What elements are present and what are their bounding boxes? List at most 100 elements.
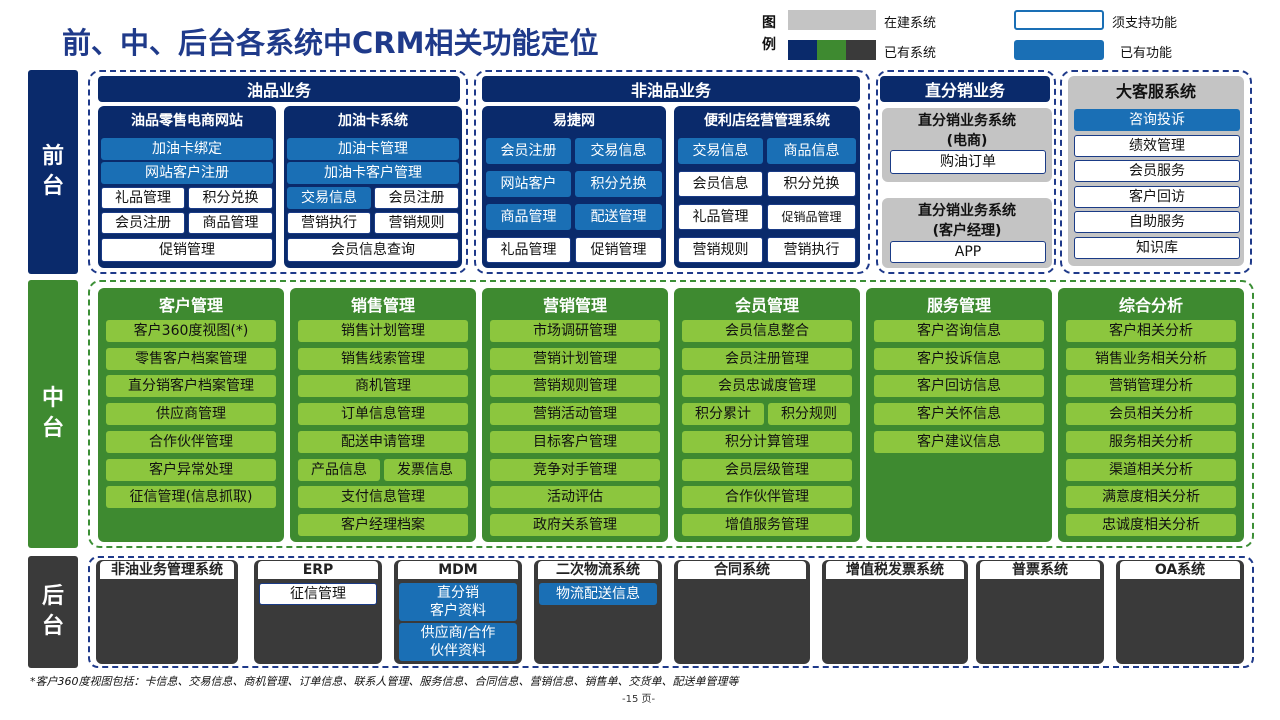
direct-ecom-title-1: 直分销业务系统 (918, 113, 1016, 129)
direct-business-header: 直分销业务 (880, 76, 1050, 102)
card-pair-1a: 交易信息 (287, 187, 371, 209)
card-bottom: 会员信息查询 (287, 238, 459, 262)
middle-item: 服务相关分析 (1066, 430, 1236, 453)
middle-item: 忠诚度相关分析 (1066, 513, 1236, 536)
middle-item: 直分销客户档案管理 (106, 375, 276, 398)
middle-panel-title: 客户管理 (158, 296, 223, 315)
service-item: 绩效管理 (1074, 134, 1240, 157)
legend-needs-support-label: 须支持功能 (1112, 16, 1178, 31)
yijie-cell: 网站客户 (486, 171, 571, 197)
ecom-pair-1a: 礼品管理 (101, 187, 185, 209)
back-system-title: 普票系统 (980, 561, 1100, 579)
page-title: 前、中、后台各系统中CRM相关功能定位 (62, 26, 599, 60)
yijie-cell: 促销管理 (575, 237, 662, 263)
card-pair-2a: 营销执行 (287, 212, 371, 234)
middle-item: 销售线索管理 (298, 347, 468, 370)
legend-existing-function-label: 已有功能 (1120, 46, 1173, 61)
card-pair-1b: 会员注册 (374, 187, 459, 209)
tier-back: 后台 (28, 556, 78, 668)
ecom-bottom: 促销管理 (101, 238, 273, 262)
back-system-title: 增值税发票系统 (826, 561, 964, 579)
direct-mgr-item: APP (890, 241, 1046, 263)
middle-item: 客户关怀信息 (874, 403, 1044, 426)
store-title: 便利店经营管理系统 (704, 113, 830, 129)
back-system-title: 合同系统 (678, 561, 806, 579)
middle-item: 积分规则 (768, 403, 850, 426)
middle-item: 营销活动管理 (490, 403, 660, 426)
page-number: -15 页- (622, 694, 656, 705)
middle-item: 客户建议信息 (874, 430, 1044, 453)
direct-ecom-item: 购油订单 (890, 150, 1046, 174)
middle-item: 支付信息管理 (298, 486, 468, 509)
middle-item: 会员注册管理 (682, 347, 852, 370)
legend-existing-function-swatch (1014, 40, 1104, 60)
yijie-cell: 配送管理 (575, 204, 662, 230)
middle-item: 市场调研管理 (490, 320, 660, 342)
middle-item: 客户咨询信息 (874, 320, 1044, 342)
back-system-title: ERP (258, 561, 378, 579)
middle-item: 发票信息 (384, 458, 466, 481)
yijie-cell: 积分兑换 (575, 171, 662, 197)
middle-item: 客户投诉信息 (874, 347, 1044, 370)
middle-item: 会员信息整合 (682, 320, 852, 342)
card-row-2: 加油卡客户管理 (287, 162, 459, 184)
middle-panel-title: 销售管理 (350, 296, 415, 315)
middle-item: 产品信息 (298, 458, 380, 481)
fuel-card-title: 加油卡系统 (338, 113, 408, 129)
legend-existing-label: 已有系统 (884, 46, 937, 61)
service-item: 自助服务 (1074, 211, 1240, 233)
middle-item: 渠道相关分析 (1066, 458, 1236, 481)
direct-business-frame (876, 70, 1056, 274)
middle-panel-title: 综合分析 (1118, 296, 1183, 315)
middle-panel-title: 会员管理 (734, 296, 799, 315)
middle-item: 积分计算管理 (682, 430, 852, 453)
oil-ecommerce-title: 油品零售电商网站 (131, 113, 243, 129)
service-item: 客户回访 (1074, 185, 1240, 208)
store-cell: 礼品管理 (678, 204, 763, 230)
oil-business-frame (88, 70, 468, 274)
middle-item: 合作伙伴管理 (106, 430, 276, 453)
middle-item: 合作伙伴管理 (682, 486, 852, 509)
middle-item: 客户异常处理 (106, 458, 276, 481)
direct-ecom-title-2: (电商) (946, 133, 988, 149)
middle-panel-title: 服务管理 (926, 296, 991, 315)
card-pair-2b: 营销规则 (374, 212, 459, 234)
middle-item: 会员忠诚度管理 (682, 375, 852, 398)
middle-item: 商机管理 (298, 375, 468, 398)
middle-item: 客户经理档案 (298, 513, 468, 536)
service-item: 咨询投诉 (1074, 109, 1240, 131)
middle-item: 会员层级管理 (682, 458, 852, 481)
back-system-title: MDM (398, 561, 518, 579)
legend-label-li: 例 (762, 37, 776, 53)
ecom-row-1: 加油卡绑定 (101, 138, 273, 160)
yijie-cell: 会员注册 (486, 138, 571, 164)
back-system-title: OA系统 (1120, 561, 1240, 579)
nonoil-business-header: 非油品业务 (482, 76, 860, 102)
service-item: 会员服务 (1074, 160, 1240, 182)
back-system-title: 非油业务管理系统 (100, 561, 234, 579)
oil-business-header: 油品业务 (98, 76, 460, 102)
card-row-1: 加油卡管理 (287, 138, 459, 160)
legend-label-tu: 图 (762, 15, 776, 31)
yijie-cell: 商品管理 (486, 204, 571, 230)
middle-item: 营销管理分析 (1066, 375, 1236, 398)
legend-existing-swatch (788, 40, 876, 60)
store-cell: 交易信息 (678, 138, 763, 164)
middle-item: 积分累计 (682, 403, 764, 426)
back-system-title: 二次物流系统 (538, 561, 658, 579)
nonoil-business-frame (474, 70, 870, 274)
middle-item: 客户360度视图(*) (106, 320, 276, 342)
store-cell: 营销规则 (678, 237, 763, 263)
middle-item: 销售计划管理 (298, 320, 468, 342)
middle-item: 营销规则管理 (490, 375, 660, 398)
tier-middle: 中台 (28, 280, 78, 548)
middle-item: 零售客户档案管理 (106, 347, 276, 370)
middle-item: 活动评估 (490, 486, 660, 509)
middle-item: 销售业务相关分析 (1066, 347, 1236, 370)
back-system-item: 直分销 客户资料 (399, 583, 517, 621)
store-cell: 积分兑换 (767, 171, 856, 197)
middle-item: 目标客户管理 (490, 430, 660, 453)
back-system-item: 物流配送信息 (539, 583, 657, 605)
yijie-title: 易捷网 (553, 113, 595, 129)
middle-item: 满意度相关分析 (1066, 486, 1236, 509)
